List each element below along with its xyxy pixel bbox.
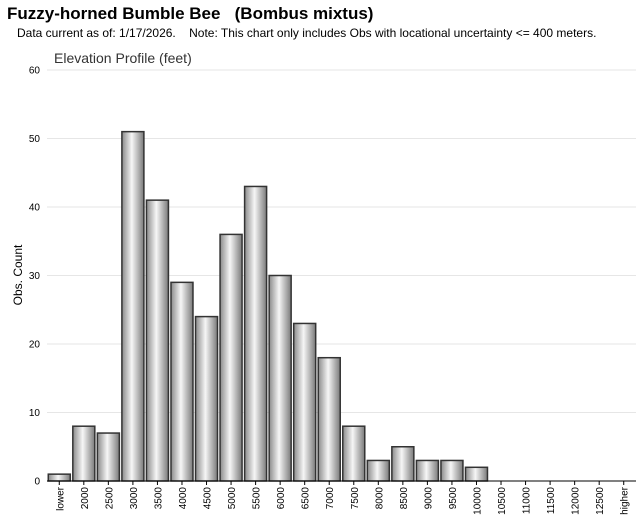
x-tick-label: 5500 [252,487,263,510]
y-tick-label: 30 [29,271,41,282]
bar-10000 [464,466,489,482]
x-tick-label: 4000 [178,487,189,510]
bar-8000 [366,459,391,482]
grid-lines [47,69,636,413]
bar-2500 [96,432,121,482]
bar-lower [47,473,72,482]
x-tick-label: 4500 [203,487,214,510]
axes: 0 10 20 30 40 50 60 lower 2000 2500 3000 3500 4000 45… [29,66,636,515]
x-tick-label: 2000 [80,487,91,510]
page-title: Fuzzy-horned Bumble Bee (Bombus mixtus) [7,4,374,23]
y-tick-label: 20 [29,340,41,351]
y-tick-label: 10 [29,408,41,419]
bars [47,130,489,482]
x-tick-label: 7000 [325,487,336,510]
bar-4000 [170,281,194,482]
bar-3000 [121,130,145,482]
y-axis-label: Obs. Count [11,244,25,305]
x-tick-label: 11000 [522,487,533,515]
x-tick-label: lower [55,486,66,511]
x-tick-label: 6500 [301,487,312,510]
bar-6000 [268,274,292,482]
x-tick-label: 12500 [595,487,606,515]
y-tick-label: 50 [29,134,41,145]
chart-title: Elevation Profile (feet) [54,50,192,66]
x-tick-label: 12000 [571,487,582,515]
data-note: Data current as of: 1/17/2026. Note: Thi… [17,26,597,40]
bar-9000 [415,459,440,482]
y-tick-label: 60 [29,66,41,77]
bar-4500 [194,315,219,482]
x-tick-label: 9500 [448,487,459,510]
bar-3500 [145,199,170,482]
bar-5500 [243,185,268,482]
bar-6500 [292,322,317,482]
x-tick-label: 6000 [276,487,287,510]
x-tick-label: 8500 [399,487,410,510]
x-tick-label: 3500 [153,487,164,510]
bar-7500 [342,425,366,482]
x-tick-label: 9000 [423,487,434,510]
bar-8500 [391,446,415,482]
bar-7000 [317,356,341,482]
bar-2000 [72,425,96,482]
x-tick-label: 11500 [546,487,557,515]
x-tick-label: 3000 [129,487,140,510]
x-tick-label: 2500 [104,487,115,510]
bar-9500 [440,459,464,482]
x-tick-label: 10500 [497,487,508,515]
x-tick-label: 7500 [350,487,361,510]
x-tick-label: 8000 [374,487,385,510]
y-tick-label: 40 [29,203,41,214]
y-tick-label: 0 [34,477,40,488]
x-tick-label: higher [620,486,631,514]
x-tick-label: 5000 [227,487,238,510]
bar-5000 [219,233,243,482]
x-tick-label: 10000 [472,487,483,515]
